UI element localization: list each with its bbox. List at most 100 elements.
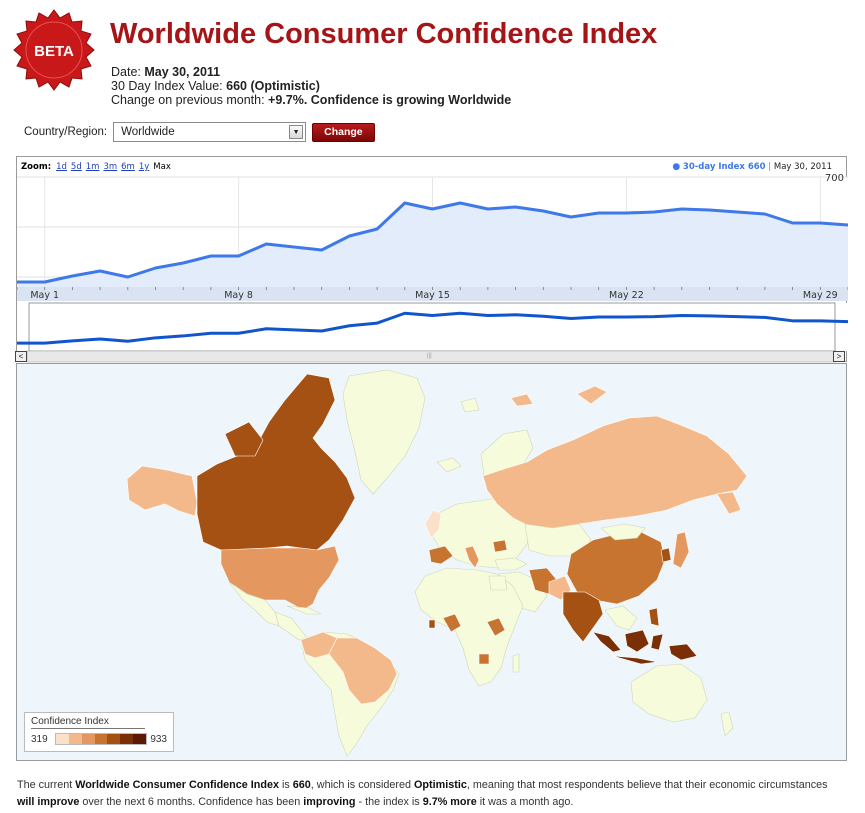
zoom-1y[interactable]: 1y bbox=[138, 162, 150, 172]
map-legend-title: Confidence Index bbox=[31, 716, 109, 727]
country-indonesia-sumatra[interactable] bbox=[592, 631, 622, 653]
map-legend-swatch-4 bbox=[107, 734, 121, 744]
legend-series-label: 30-day Index 660 bbox=[682, 162, 766, 172]
country-zimbabwe[interactable] bbox=[478, 653, 490, 665]
country-mongolia[interactable] bbox=[600, 523, 646, 541]
country-brazil[interactable] bbox=[328, 637, 398, 705]
date-line: Date: May 30, 2011 bbox=[111, 65, 221, 79]
beta-badge-label: BETA bbox=[34, 43, 74, 60]
x-axis-strip bbox=[17, 287, 848, 301]
country-india[interactable] bbox=[562, 591, 604, 643]
country-alaska[interactable] bbox=[126, 465, 198, 517]
world-map: Confidence Index 319 933 bbox=[16, 363, 847, 761]
world-map-canvas bbox=[126, 369, 748, 757]
country-kenya[interactable] bbox=[486, 617, 506, 637]
chevron-right-icon: > bbox=[836, 352, 842, 361]
country-philippines[interactable] bbox=[648, 607, 660, 627]
zoom-max[interactable]: Max bbox=[153, 162, 171, 172]
map-legend-swatch-6 bbox=[133, 734, 147, 744]
beta-badge: BETA bbox=[13, 9, 95, 91]
x-tick-label-2: May 15 bbox=[415, 290, 450, 301]
country-indonesia-papua[interactable] bbox=[668, 643, 698, 661]
navigator-area bbox=[17, 303, 848, 351]
country-kamchatka[interactable] bbox=[716, 491, 742, 515]
legend-dot-icon: ● bbox=[672, 162, 681, 172]
series-area bbox=[17, 203, 848, 287]
country-iceland[interactable] bbox=[436, 457, 462, 473]
zoom-1m[interactable]: 1m bbox=[85, 162, 100, 172]
country-nigeria[interactable] bbox=[442, 613, 462, 633]
country-australia[interactable] bbox=[630, 663, 708, 723]
x-tick-label-4: May 29 bbox=[803, 290, 838, 301]
zoom-1d[interactable]: 1d bbox=[56, 162, 67, 172]
legend-separator: | bbox=[768, 162, 772, 172]
change-button[interactable]: Change bbox=[312, 122, 375, 142]
map-legend-max: 933 bbox=[150, 734, 167, 745]
y-tick-label-2: 700 bbox=[825, 173, 844, 184]
index-line: 30 Day Index Value: 660 (Optimistic) bbox=[111, 79, 320, 93]
change-line: Change on previous month: +9.7%. Confide… bbox=[111, 93, 512, 107]
map-legend-color-scale bbox=[55, 733, 147, 745]
legend-date: May 30, 2011 bbox=[773, 162, 832, 172]
map-legend-min: 319 bbox=[31, 734, 48, 745]
country-indonesia-borneo[interactable] bbox=[624, 629, 650, 653]
map-legend-swatch-5 bbox=[120, 734, 134, 744]
series-line bbox=[17, 201, 848, 284]
map-legend-underline bbox=[31, 728, 145, 729]
zoom-label: Zoom: bbox=[21, 162, 52, 172]
map-legend-swatch-3 bbox=[94, 734, 108, 744]
summary-text: The current Worldwide Consumer Confidenc… bbox=[17, 779, 828, 808]
zoom-3m[interactable]: 3m bbox=[103, 162, 118, 172]
country-madagascar[interactable] bbox=[512, 653, 520, 673]
map-legend-swatch-2 bbox=[81, 734, 95, 744]
scroll-left-button[interactable]: < bbox=[15, 351, 27, 362]
x-tick-label-3: May 22 bbox=[609, 290, 644, 301]
x-tick-label-1: May 8 bbox=[224, 290, 253, 301]
zoom-6m[interactable]: 6m bbox=[121, 162, 135, 172]
zoom-controls: Zoom: 1d 5d 1m 3m 6m 1y Max bbox=[21, 162, 171, 172]
chevron-left-icon: < bbox=[18, 352, 24, 361]
map-legend: Confidence Index 319 933 bbox=[24, 712, 174, 752]
country-italy[interactable] bbox=[464, 545, 480, 569]
scroll-right-button[interactable]: > bbox=[833, 351, 845, 362]
navigator-line bbox=[17, 311, 848, 345]
country-turkey[interactable] bbox=[494, 557, 528, 571]
change-value: +9.7%. Confidence is growing Worldwide bbox=[268, 93, 512, 107]
country-select[interactable]: Worldwide ▼ bbox=[113, 122, 307, 142]
country-egypt[interactable] bbox=[488, 575, 508, 591]
country-novaya-zemlya[interactable] bbox=[576, 385, 608, 405]
date-value: May 30, 2011 bbox=[144, 65, 221, 79]
country-spain[interactable] bbox=[428, 545, 454, 565]
country-svalbard[interactable] bbox=[460, 397, 480, 413]
country-japan[interactable] bbox=[672, 531, 690, 569]
country-indonesia-sulawesi[interactable] bbox=[650, 633, 664, 651]
country-southeast-asia[interactable] bbox=[604, 605, 638, 631]
page-title: Worldwide Consumer Confidence Index bbox=[110, 18, 658, 50]
country-canada[interactable] bbox=[196, 373, 356, 551]
country-uk[interactable] bbox=[424, 509, 442, 539]
country-usa[interactable] bbox=[220, 545, 340, 611]
scrollbar-grip-icon[interactable]: ||| bbox=[427, 353, 432, 359]
index-meta: Date: May 30, 2011 30 Day Index Value: 6… bbox=[111, 65, 511, 107]
chart-legend: ● 30-day Index 660 | May 30, 2011 bbox=[672, 162, 832, 172]
map-legend-swatch-0 bbox=[56, 734, 69, 744]
country-greenland[interactable] bbox=[342, 369, 426, 495]
index-value: 660 (Optimistic) bbox=[226, 79, 320, 93]
country-korea[interactable] bbox=[660, 547, 672, 563]
country-romania[interactable] bbox=[492, 539, 508, 553]
zoom-5d[interactable]: 5d bbox=[70, 162, 82, 172]
country-new-zealand[interactable] bbox=[720, 711, 734, 737]
country-cuba[interactable] bbox=[286, 605, 322, 615]
country-label: Country/Region: bbox=[24, 126, 108, 138]
country-central-america[interactable] bbox=[274, 611, 308, 641]
country-russia-north-islands[interactable] bbox=[510, 393, 534, 407]
country-ghana[interactable] bbox=[428, 619, 436, 629]
map-legend-swatch-1 bbox=[68, 734, 82, 744]
chevron-down-icon[interactable]: ▼ bbox=[289, 125, 304, 139]
country-select-value: Worldwide bbox=[121, 126, 175, 138]
country-selector-row: Country/Region: Worldwide ▼ Change bbox=[24, 121, 375, 143]
country-indonesia-java[interactable] bbox=[612, 655, 658, 665]
country-canada-islands[interactable] bbox=[224, 421, 264, 457]
